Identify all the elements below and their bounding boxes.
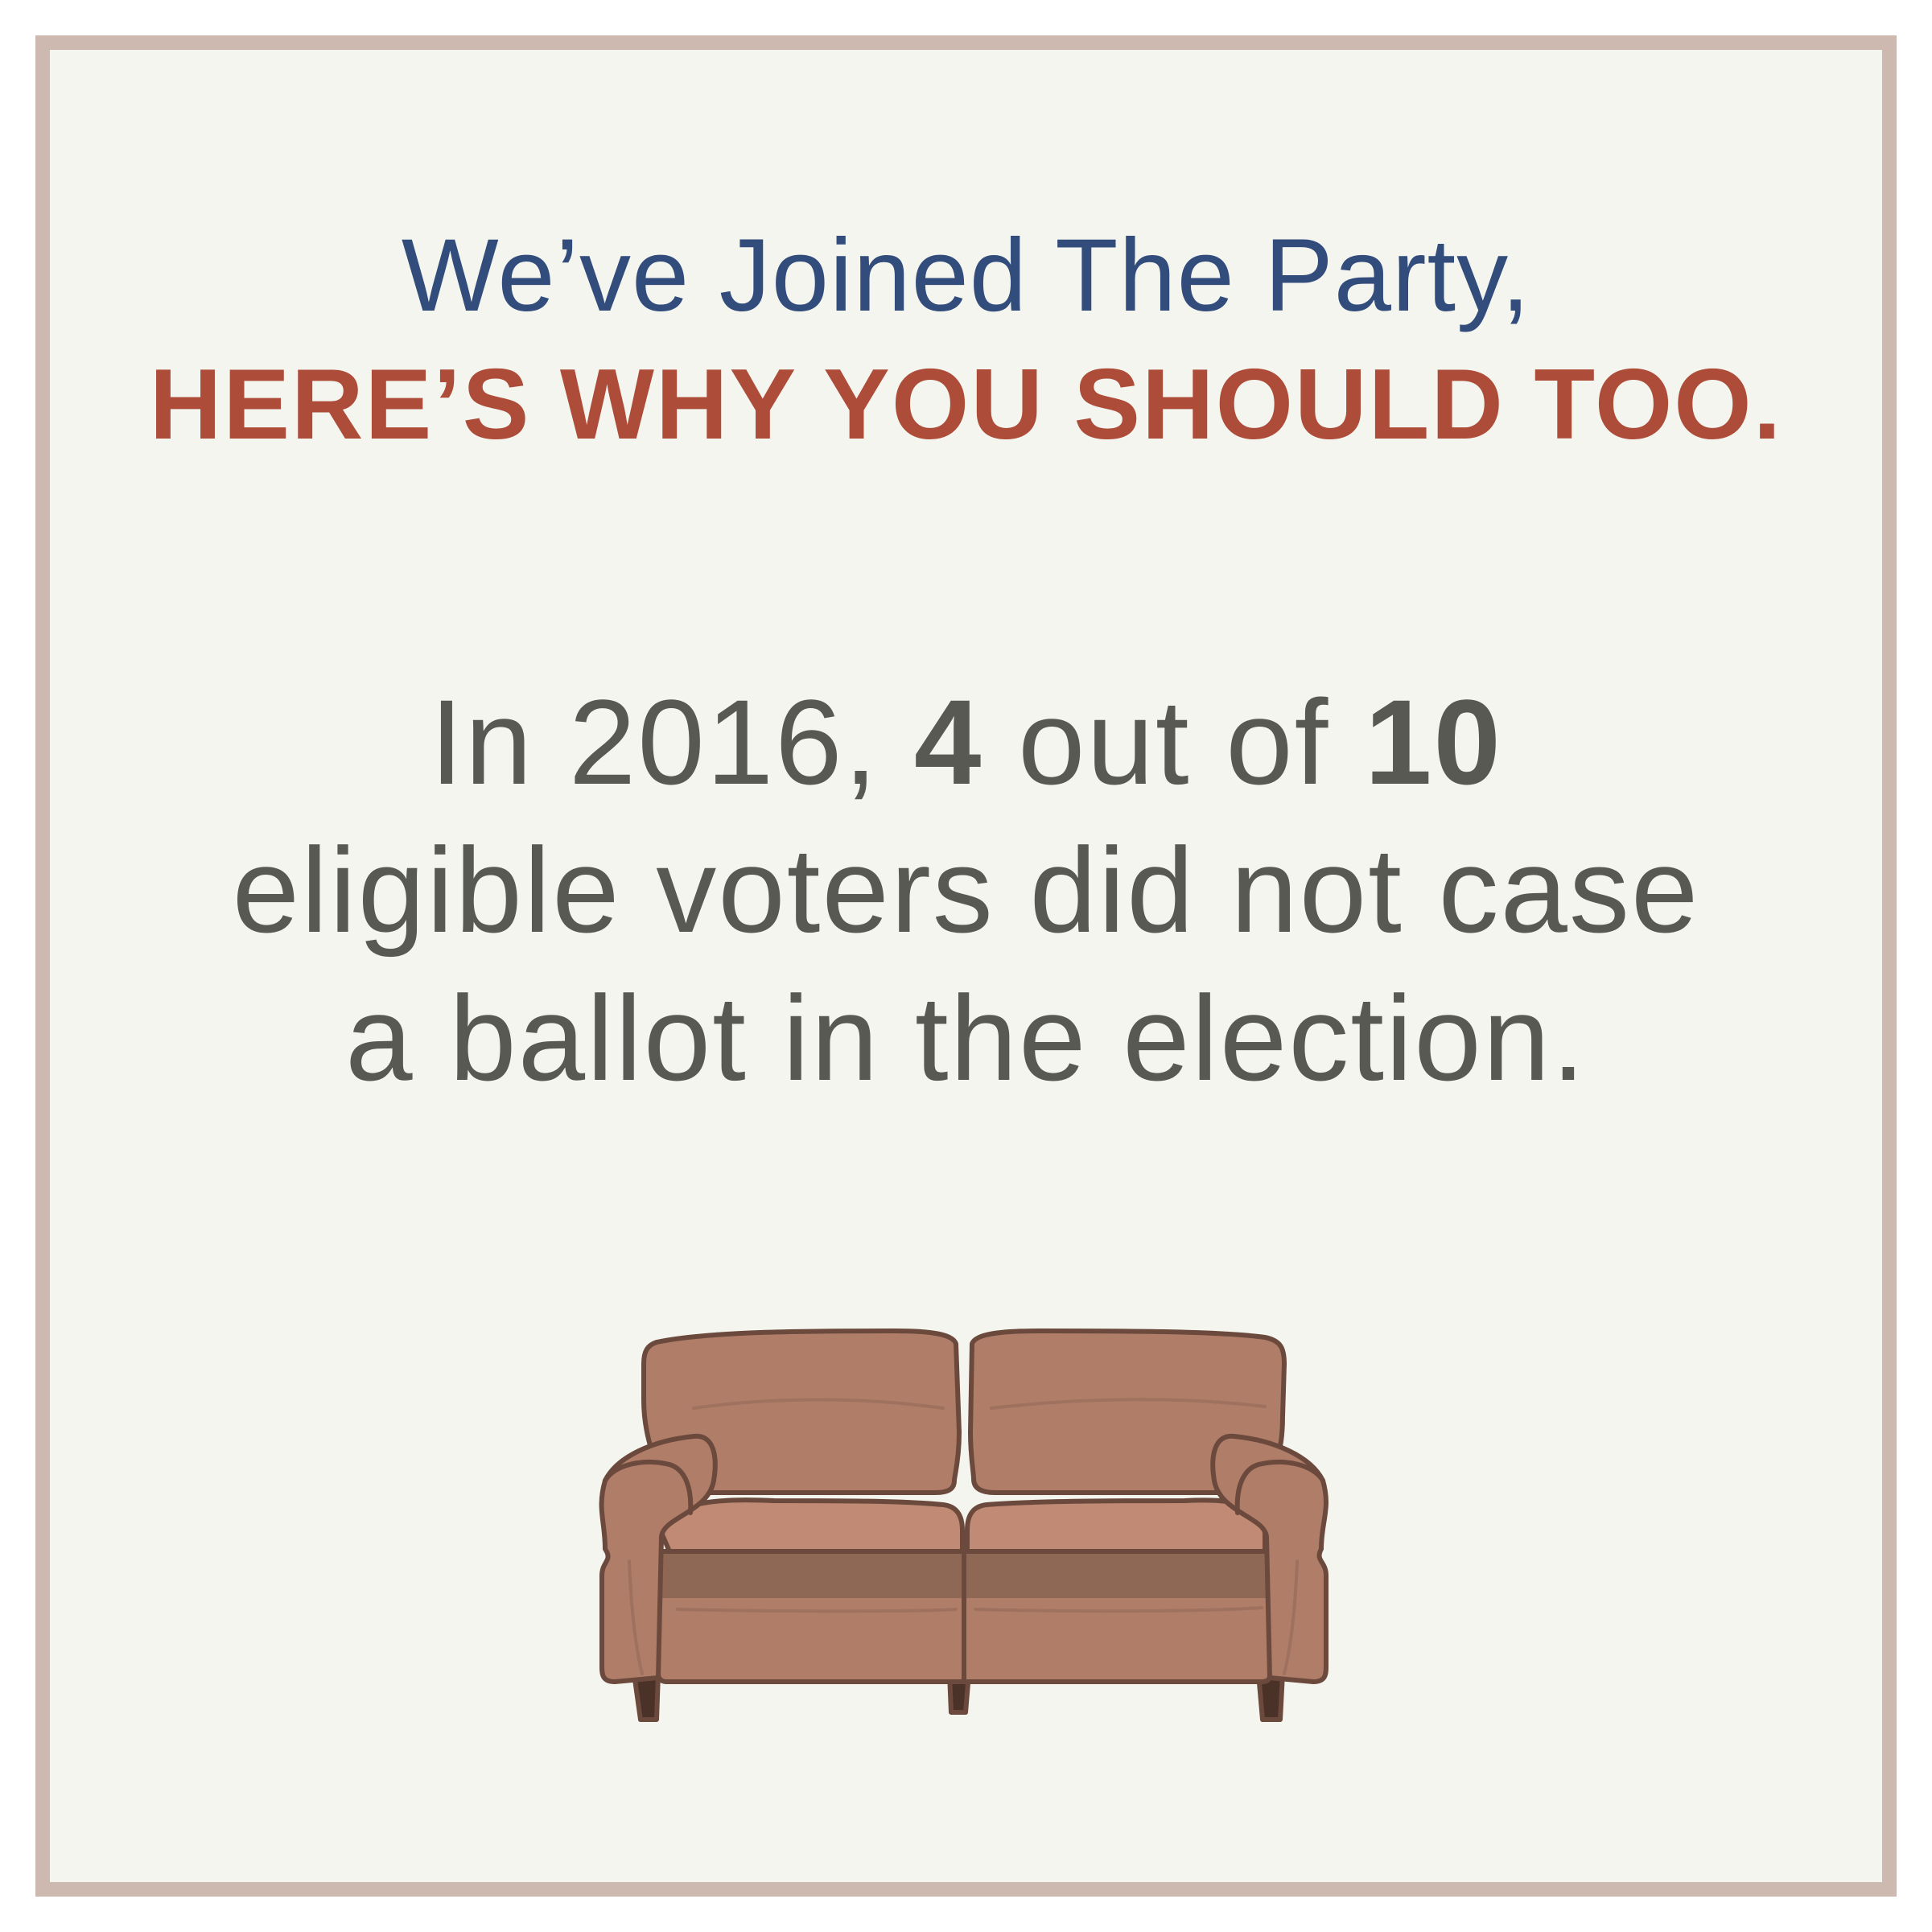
couch-icon	[599, 1329, 1329, 1722]
statistic-line-3: a ballot in the election.	[345, 970, 1587, 1106]
headline-line-2: HERE’S WHY YOU SHOULD TOO.	[149, 349, 1783, 460]
couch-seat-cushion-right	[965, 1497, 1267, 1554]
statistic-middle: out of	[982, 674, 1366, 809]
statistic-prefix: In 2016,	[430, 674, 914, 809]
statistic-number-4: 4	[913, 674, 983, 809]
couch-back-cushion-right	[968, 1329, 1287, 1495]
statistic-number-10: 10	[1365, 674, 1502, 809]
statistic-line-2: eligible voters did not case	[232, 822, 1700, 958]
statistic-line-1: In 2016, 4 out of 10	[0, 668, 1932, 816]
headline-line-1: We’ve Joined The Party,	[401, 218, 1531, 333]
couch-back-cushion-left	[641, 1329, 962, 1495]
statistic-text: In 2016, 4 out of 10 eligible voters did…	[0, 668, 1932, 1112]
couch-seat-cushion-left	[659, 1497, 965, 1554]
